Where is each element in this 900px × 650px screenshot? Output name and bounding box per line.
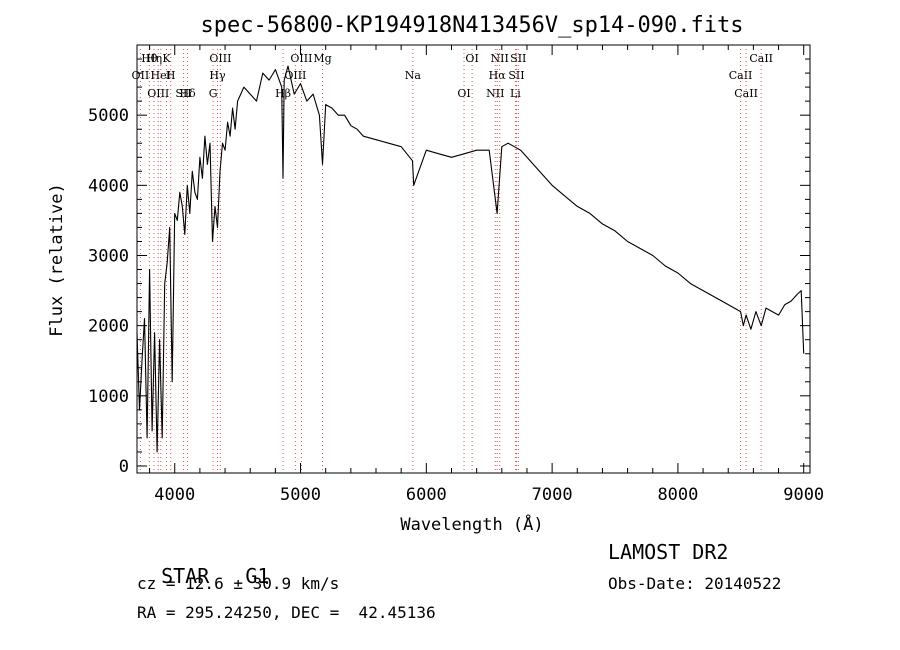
line-label-3: K [162, 52, 171, 65]
line-label-23: Li [510, 87, 521, 100]
line-label-12: OIII [290, 52, 312, 65]
y-tick-label-2: 2000 [88, 317, 129, 337]
redshift-label: cz = 12.6 ± 30.9 km/s [137, 574, 340, 593]
line-label-4: HeI [151, 69, 171, 82]
line-label-18: OI [465, 52, 478, 65]
line-label-6: Hη [146, 52, 162, 65]
plot-frame [136, 44, 811, 474]
line-label-27: CaII [749, 52, 773, 65]
x-tick-label-0: 4000 [154, 485, 195, 505]
line-label-15: Mg [313, 52, 331, 65]
line-label-8: Hδ [179, 87, 196, 100]
line-label-14: Hβ [275, 87, 291, 100]
line-label-24: SII [510, 52, 526, 65]
x-tick-label-4: 8000 [657, 485, 698, 505]
x-tick-label-2: 6000 [406, 485, 447, 505]
spectrum-series-line [136, 65, 805, 453]
line-label-19: Hα [489, 69, 507, 82]
line-label-25: CaII [729, 69, 753, 82]
line-label-2: OIII [147, 87, 169, 100]
coordinates-label: RA = 295.24250, DEC = 42.45136 [137, 603, 436, 622]
x-tick-label-3: 7000 [532, 485, 573, 505]
line-label-26: CaII [734, 87, 758, 100]
y-tick-label-5: 5000 [88, 106, 129, 126]
line-label-22: SII [508, 69, 524, 82]
chart-title: spec-56800-KP194918N413456V_sp14-090.fit… [200, 13, 743, 38]
line-label-9: OIII [209, 52, 231, 65]
plot-area: HθOIIOIIIKHeISIIHηHHδOIIIHγGOIIIOIIIHβMg… [88, 45, 824, 505]
y-tick-label-1: 1000 [88, 387, 129, 407]
line-label-7: H [166, 69, 176, 82]
x-tick-label-5: 9000 [783, 485, 824, 505]
subclass-label: G1 [245, 564, 270, 588]
line-label-17: OI [457, 87, 470, 100]
y-tick-label-0: 0 [119, 457, 129, 477]
line-label-11: G [209, 87, 218, 100]
line-label-1: OII [132, 69, 150, 82]
x-tick-label-1: 5000 [280, 485, 321, 505]
y-axis-label: Flux (relative) [47, 183, 67, 337]
survey-label: LAMOST DR2 [608, 540, 729, 564]
object-class: STAR G1 [137, 540, 269, 588]
line-label-21: NII [491, 52, 509, 65]
line-label-13: OIII [284, 69, 306, 82]
y-tick-label-4: 4000 [88, 176, 129, 196]
y-tick-label-3: 3000 [88, 246, 129, 266]
class-label: STAR [161, 564, 210, 588]
line-label-20: NII [486, 87, 504, 100]
obs-date-label: Obs-Date: 20140522 [608, 574, 782, 593]
line-label-10: Hγ [209, 69, 226, 82]
x-axis-label: Wavelength (Å) [400, 513, 543, 535]
line-label-5: SII [175, 87, 191, 100]
line-label-16: Na [405, 69, 422, 82]
